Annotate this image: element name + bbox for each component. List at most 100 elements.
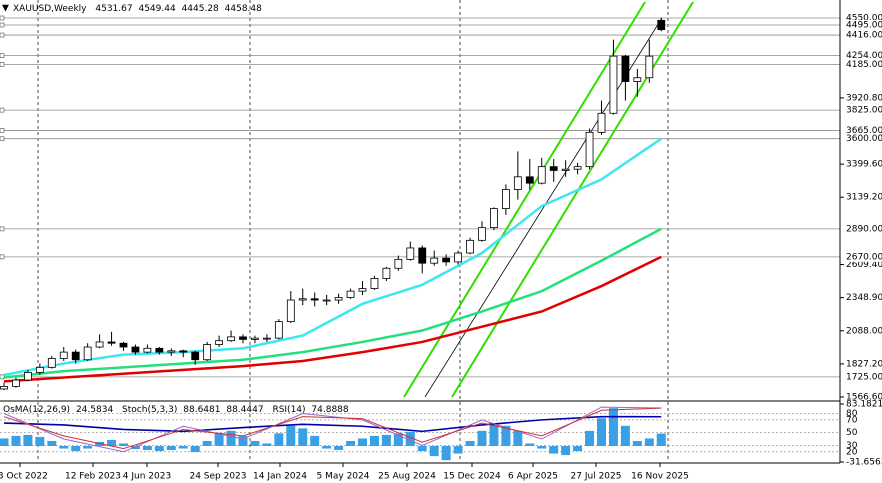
osma-bar bbox=[107, 439, 117, 447]
osma-bar bbox=[226, 430, 236, 447]
candle-body bbox=[59, 351, 68, 359]
osma-bar bbox=[358, 438, 367, 447]
level-label-bg bbox=[841, 30, 882, 41]
level-handle bbox=[0, 136, 5, 142]
osma-bar bbox=[262, 443, 272, 447]
osma-bar bbox=[238, 435, 248, 447]
osma-bar bbox=[477, 430, 487, 447]
osma-bar bbox=[453, 446, 463, 454]
osma-bar bbox=[71, 446, 81, 452]
candle-body bbox=[430, 257, 439, 264]
x-tick-label: 5 May 2024 bbox=[317, 472, 370, 482]
osma-bar bbox=[417, 446, 427, 452]
candle-body bbox=[394, 258, 403, 269]
osma-bar bbox=[465, 440, 475, 447]
osma-bar bbox=[525, 443, 535, 447]
x-tick-label: 16 Nov 2025 bbox=[631, 472, 689, 482]
osc-tick-label: 30 bbox=[846, 441, 858, 451]
candle-body bbox=[35, 366, 44, 373]
y-tick-label: 3399.60 bbox=[846, 160, 882, 170]
open: 4531.67 bbox=[95, 4, 132, 14]
candle-body bbox=[167, 350, 176, 353]
x-tick-label: 4 Jun 2023 bbox=[123, 472, 171, 482]
level-label: 4550.00 bbox=[846, 14, 882, 24]
x-tick-label: 6 Apr 2025 bbox=[508, 472, 558, 482]
level-label-bg bbox=[841, 13, 882, 24]
level-label: 3665.00 bbox=[846, 126, 882, 136]
x-tick-label: 27 Jul 2025 bbox=[571, 472, 622, 482]
osma-label: OsMA(12,26,9) bbox=[3, 405, 70, 415]
rsi-value: 74.8888 bbox=[311, 405, 348, 415]
candle-body bbox=[179, 350, 188, 353]
osma-bar bbox=[632, 440, 642, 447]
osma-bar bbox=[83, 446, 93, 449]
level-label: 4254.00 bbox=[846, 51, 882, 61]
y-tick-label: 2609.40 bbox=[846, 260, 882, 270]
level-label: 2670.00 bbox=[846, 252, 882, 262]
osma-bar bbox=[59, 446, 69, 449]
level-handle bbox=[0, 374, 5, 380]
osma-bar bbox=[620, 425, 630, 447]
candle-body bbox=[597, 112, 606, 133]
osma-bar bbox=[429, 446, 439, 457]
x-tick-label: 24 Sep 2023 bbox=[189, 472, 246, 482]
candle-body bbox=[382, 267, 391, 279]
candle-body bbox=[549, 166, 558, 171]
candle-body bbox=[227, 336, 235, 342]
osma-bar bbox=[178, 446, 188, 449]
moving-average bbox=[3, 227, 662, 379]
candle-body bbox=[525, 176, 534, 184]
candle-body bbox=[251, 337, 259, 340]
level-handle bbox=[0, 254, 5, 260]
x-tick-label: 23 Oct 2022 bbox=[0, 472, 48, 482]
candle-body bbox=[95, 341, 104, 348]
candle-body bbox=[573, 166, 582, 170]
level-label-bg bbox=[841, 223, 882, 234]
level-label-bg bbox=[841, 50, 882, 61]
candle-body bbox=[83, 346, 92, 361]
header: XAUUSD,Weekly 4531.67 4549.44 4445.28 44… bbox=[13, 4, 262, 14]
candle-body bbox=[513, 176, 522, 190]
candle-body bbox=[262, 337, 271, 340]
axes: 3920.803399.603139.202609.402348.902088.… bbox=[0, 13, 882, 482]
osma-bar bbox=[513, 430, 523, 447]
osc-tick-label: 70 bbox=[846, 415, 858, 425]
osma-bar bbox=[441, 446, 451, 461]
level-label-bg bbox=[841, 105, 882, 116]
level-label: 3825.00 bbox=[846, 106, 882, 116]
candle-body bbox=[71, 351, 80, 361]
collapse-icon[interactable]: ▼ bbox=[2, 4, 9, 14]
y-tick-label: 2348.90 bbox=[846, 293, 882, 303]
oscillator-line bbox=[3, 407, 662, 450]
candle-body bbox=[310, 298, 319, 301]
level-handle bbox=[0, 62, 5, 67]
stoch-label: Stoch(5,3,3) bbox=[122, 405, 177, 415]
candle-body bbox=[239, 336, 247, 340]
oscillator-line bbox=[3, 415, 662, 433]
level-handle bbox=[0, 22, 5, 28]
osma-bar bbox=[274, 433, 284, 447]
osma-value: 24.5834 bbox=[76, 405, 113, 415]
osma-bar bbox=[334, 446, 344, 451]
osc-tick-label: 50 bbox=[846, 428, 858, 438]
candle-body bbox=[585, 131, 594, 168]
osma-bar bbox=[190, 446, 200, 453]
y-tick-label: 3920.80 bbox=[846, 93, 882, 103]
low: 4445.28 bbox=[182, 4, 219, 14]
level-label: 4185.00 bbox=[846, 60, 882, 70]
osma-bar bbox=[119, 443, 128, 447]
candle-body bbox=[478, 227, 486, 241]
oscillator-line bbox=[3, 406, 662, 453]
candle-body bbox=[23, 372, 32, 381]
osma-bar bbox=[322, 446, 332, 449]
x-tick-label: 12 Feb 2023 bbox=[65, 472, 121, 482]
candle-body bbox=[645, 55, 654, 79]
x-tick-label: 15 Dec 2024 bbox=[443, 472, 501, 482]
moving-average bbox=[3, 137, 662, 377]
osma-bar bbox=[154, 446, 164, 452]
level-label-bg bbox=[841, 20, 882, 31]
candle-body bbox=[454, 252, 463, 263]
osma-bar bbox=[346, 440, 356, 447]
